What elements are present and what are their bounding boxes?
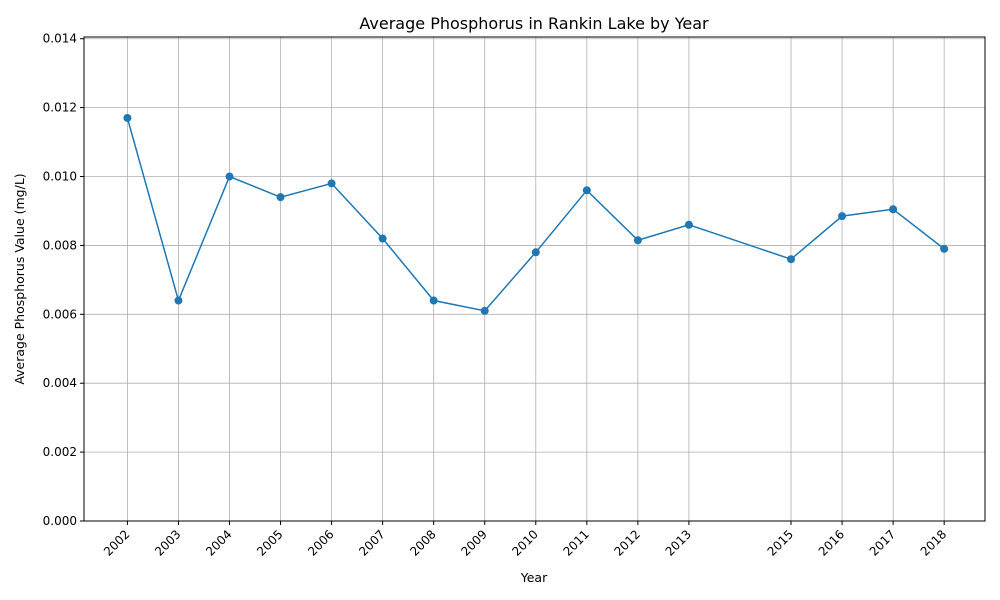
- data-point: [633, 236, 642, 245]
- y-tick-label: 0.014: [43, 32, 77, 46]
- data-point: [123, 113, 132, 122]
- data-point: [174, 296, 183, 305]
- x-tick-label: 2009: [458, 527, 489, 558]
- data-point: [582, 186, 591, 195]
- data-point: [429, 296, 438, 305]
- grid-lines: [84, 37, 985, 522]
- x-axis: 2002 2003 2004 2005 2006 2007 2008 2009 2010 2011…: [101, 521, 949, 559]
- data-point: [327, 179, 336, 188]
- y-tick-label: 0.002: [43, 445, 77, 459]
- x-tick-label: 2013: [663, 527, 694, 558]
- plot-area-frame: [83, 36, 986, 522]
- x-tick-label: 2002: [101, 527, 132, 558]
- series-group: [123, 113, 949, 315]
- data-point: [940, 244, 949, 253]
- y-tick-label: 0.012: [43, 101, 77, 115]
- data-point: [276, 193, 285, 202]
- y-tick-label: 0.008: [43, 238, 77, 252]
- x-tick-label: 2005: [254, 527, 285, 558]
- data-point: [684, 220, 693, 229]
- x-tick-label: 2010: [509, 527, 540, 558]
- y-axis: 0.000 0.002 0.004 0.006 0.008 0.010 0.012 0.014: [43, 32, 84, 528]
- y-tick-label: 0.006: [43, 307, 77, 321]
- x-tick-label: 2003: [152, 527, 183, 558]
- y-axis-label: Average Phosphorus Value (mg/L): [12, 173, 27, 384]
- x-tick-label: 2006: [305, 527, 336, 558]
- x-tick-label: 2008: [407, 527, 438, 558]
- data-point: [480, 306, 489, 315]
- data-point: [225, 172, 234, 181]
- data-point: [378, 234, 387, 243]
- x-axis-label: Year: [520, 570, 548, 585]
- y-tick-label: 0.004: [43, 376, 77, 390]
- series-line: [126, 117, 945, 312]
- y-tick-label: 0.010: [43, 170, 77, 184]
- chart-title: Average Phosphorus in Rankin Lake by Yea…: [359, 14, 709, 33]
- x-tick-label: 2015: [765, 527, 796, 558]
- x-tick-label: 2011: [560, 527, 591, 558]
- data-point: [787, 255, 796, 264]
- data-point: [838, 212, 847, 221]
- x-tick-label: 2012: [611, 527, 642, 558]
- y-tick-label: 0.000: [43, 514, 77, 528]
- x-tick-label: 2017: [867, 527, 898, 558]
- x-tick-label: 2004: [203, 527, 234, 558]
- data-point: [889, 205, 898, 214]
- data-point: [531, 248, 540, 257]
- x-tick-label: 2007: [356, 527, 387, 558]
- x-tick-label: 2016: [816, 527, 847, 558]
- x-tick-label: 2018: [918, 527, 949, 558]
